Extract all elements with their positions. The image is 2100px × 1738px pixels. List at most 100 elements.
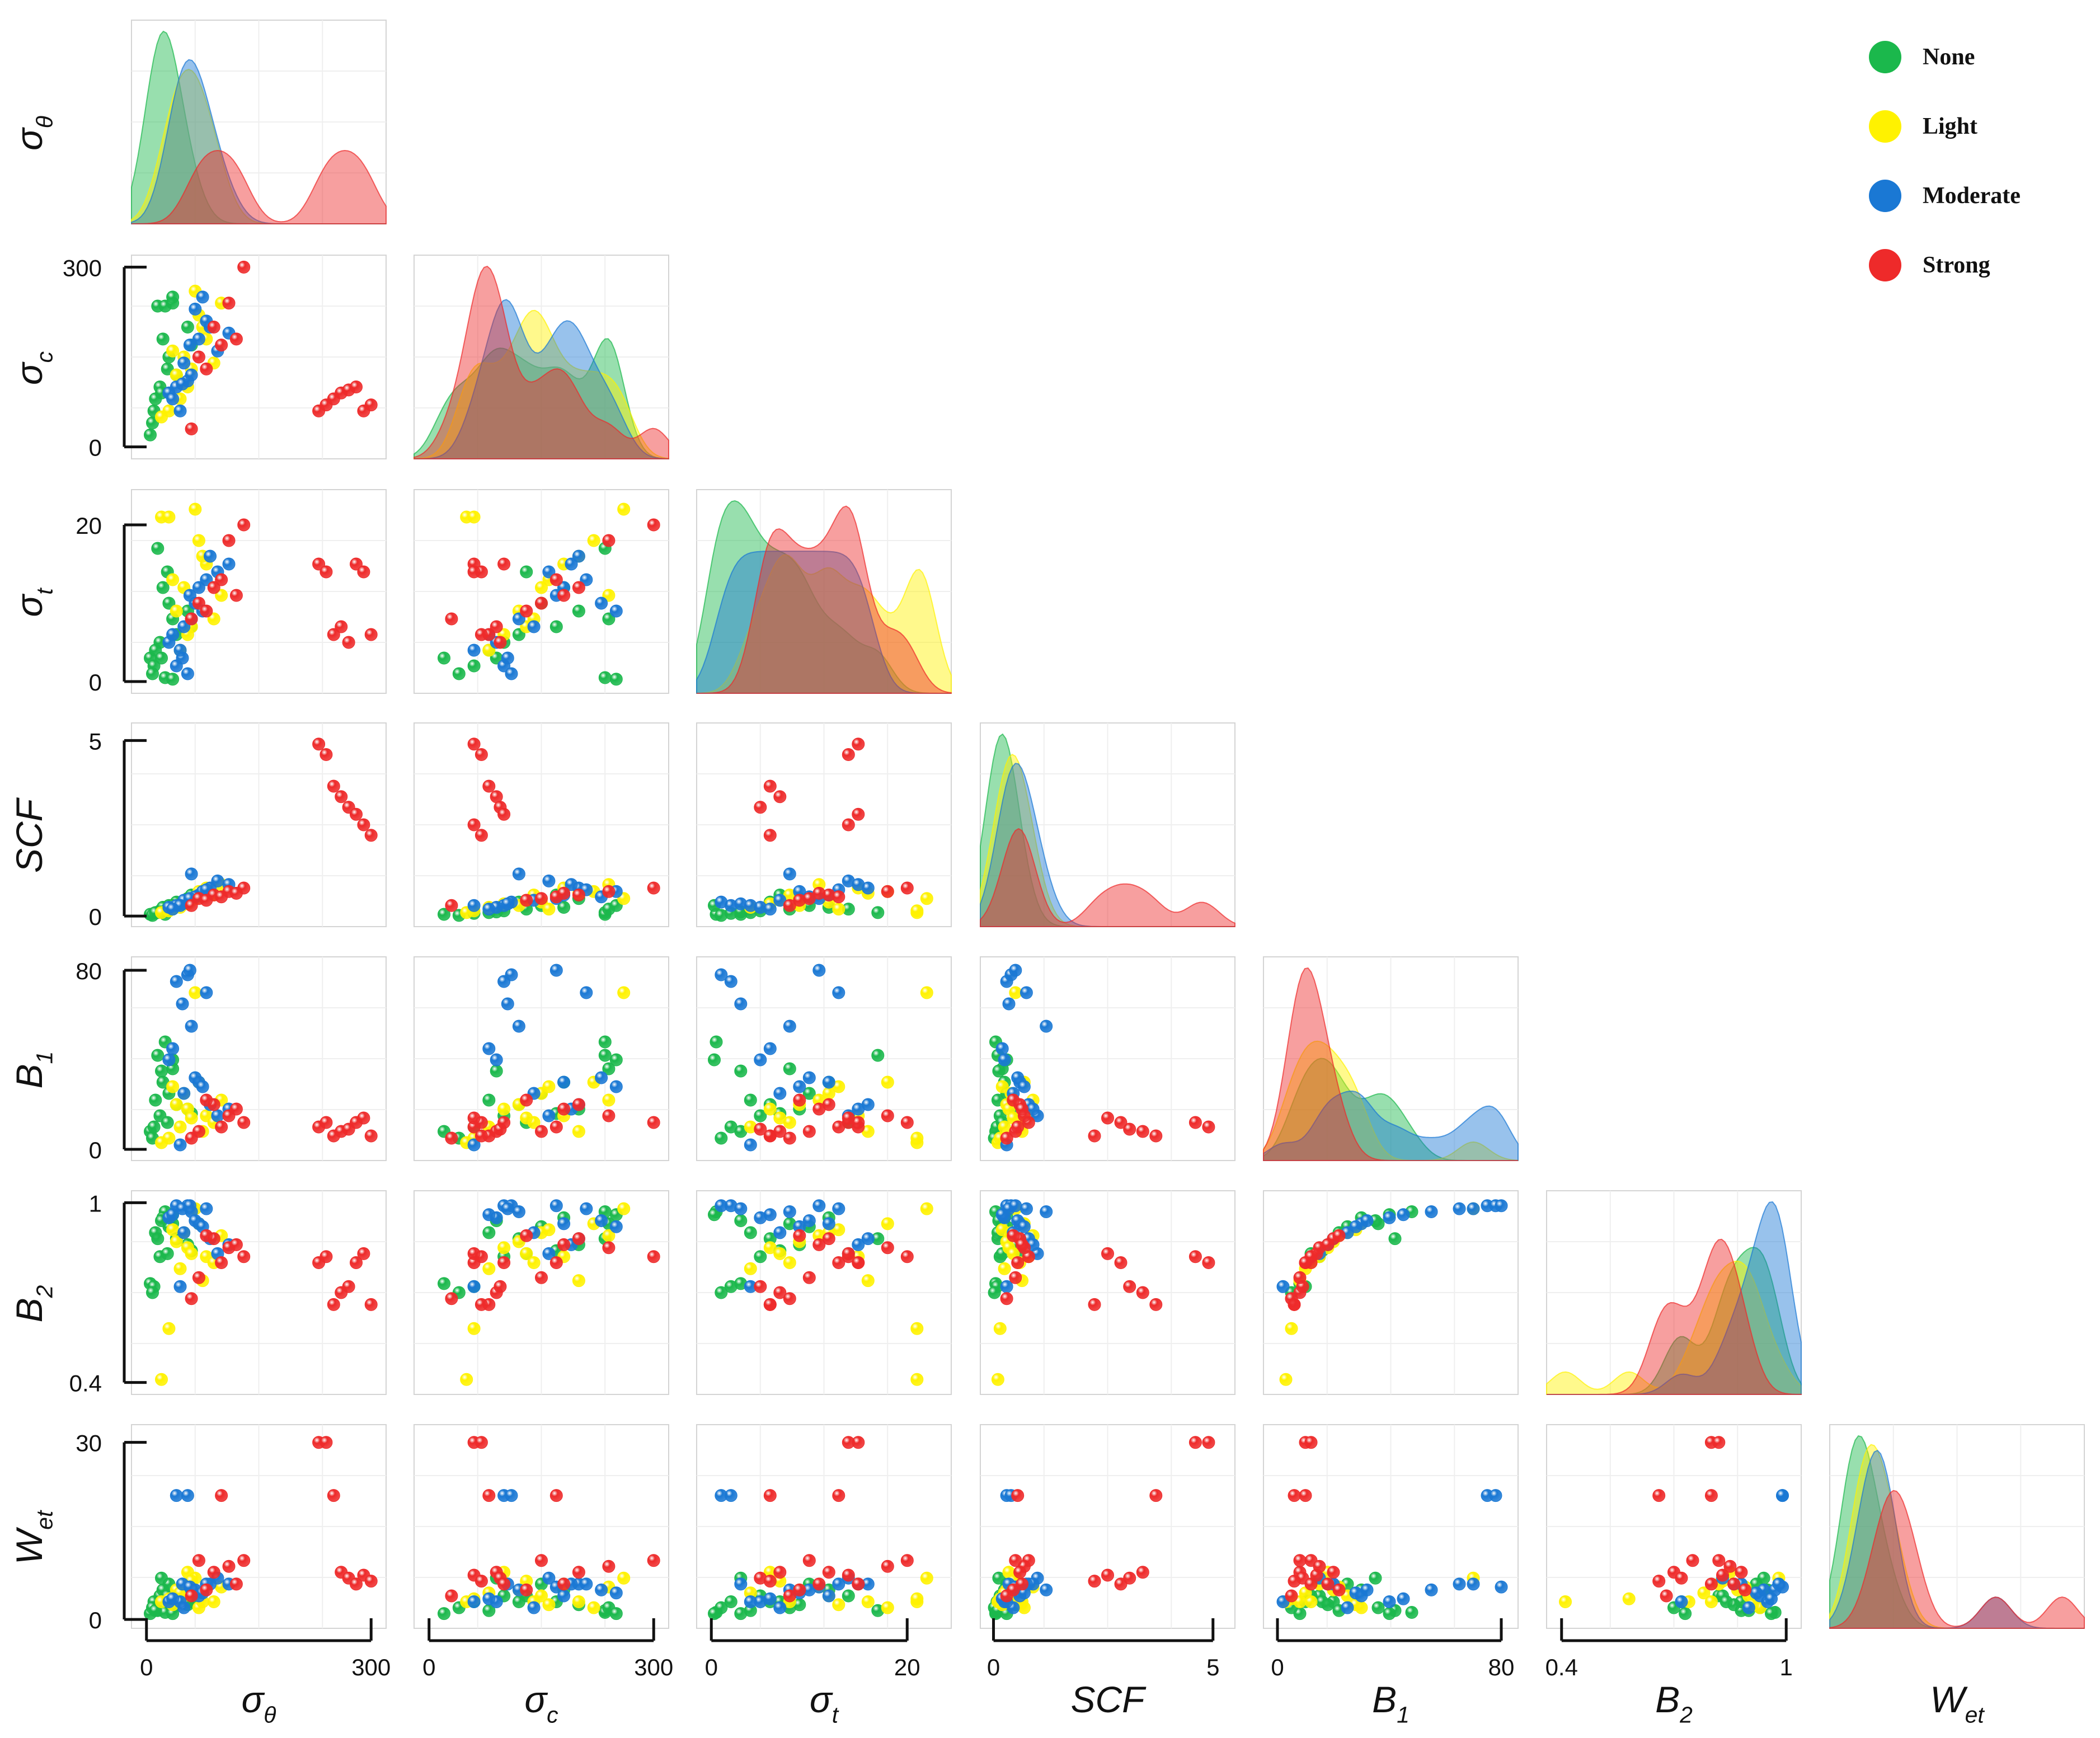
point-light-s_theta-Wet (207, 1595, 220, 1608)
point-strong-SCF-B2 (1007, 1229, 1020, 1242)
point-strong-SCF-Wet (1101, 1568, 1114, 1582)
point-light-s_t-B2 (910, 1322, 924, 1335)
point-moderate-SCF-B1 (1002, 997, 1016, 1011)
point-moderate-s_c-s_t (572, 549, 585, 563)
point-moderate-B1-Wet (1383, 1595, 1396, 1608)
point-none-SCF-B2 (988, 1286, 1001, 1299)
point-strong-s_c-s_t (497, 557, 511, 571)
point-moderate-s_theta-s_c (177, 356, 191, 370)
point-moderate-s_c-B1 (609, 1080, 623, 1093)
point-moderate-s_c-s_t (467, 643, 481, 657)
point-moderate-s_t-B1 (832, 986, 845, 999)
point-none-s_t-SCF (871, 906, 885, 919)
point-moderate-s_t-B1 (734, 997, 748, 1011)
point-light-s_t-Wet (861, 1595, 875, 1608)
point-strong-s_t-SCF (852, 738, 865, 751)
point-strong-s_c-s_t (602, 534, 616, 547)
y-tick-label-s_t: 20 (76, 513, 102, 539)
point-light-s_c-B2 (527, 1256, 541, 1269)
point-strong-s_theta-s_t (342, 636, 355, 649)
point-strong-s_theta-B1 (215, 1120, 228, 1134)
y-tick-label-s_c: 0 (89, 435, 102, 461)
point-strong-s_t-B2 (842, 1247, 855, 1260)
point-moderate-B1-B2 (1383, 1211, 1396, 1224)
point-strong-s_theta-B2 (237, 1250, 251, 1263)
point-strong-SCF-Wet (1011, 1489, 1025, 1502)
x-tick-label-s_theta: 0 (140, 1654, 153, 1680)
point-moderate-B2-Wet (1750, 1586, 1763, 1600)
point-moderate-s_t-Wet (744, 1595, 757, 1608)
point-moderate-s_theta-B2 (166, 1208, 180, 1222)
point-none-B2-Wet (1765, 1607, 1778, 1620)
point-moderate-s_theta-s_c (185, 368, 198, 382)
density-strong-s_theta (131, 149, 387, 224)
point-moderate-B1-Wet (1397, 1592, 1410, 1605)
point-strong-s_theta-SCF (185, 899, 198, 912)
point-moderate-s_theta-B1 (211, 1109, 224, 1122)
point-strong-B1-B2 (1332, 1229, 1346, 1242)
point-light-B2-Wet (1622, 1592, 1636, 1605)
point-light-s_c-s_t (587, 534, 600, 547)
point-light-s_t-B1 (763, 1102, 777, 1116)
point-strong-s_theta-SCF (215, 890, 228, 904)
point-light-s_t-B1 (920, 986, 933, 999)
point-light-SCF-B2 (991, 1373, 1004, 1386)
point-moderate-s_c-B1 (557, 1075, 571, 1089)
point-light-s_c-B2 (520, 1247, 533, 1260)
point-strong-s_theta-B2 (200, 1229, 213, 1242)
point-moderate-s_c-B1 (482, 1042, 496, 1055)
point-moderate-s_c-s_t (505, 667, 518, 680)
point-strong-B1-B2 (1299, 1256, 1312, 1269)
point-strong-s_c-B1 (467, 1111, 481, 1125)
point-moderate-s_t-Wet (715, 1489, 728, 1502)
point-none-s_c-s_t (598, 671, 612, 684)
point-none-s_theta-s_t (151, 542, 165, 555)
point-light-s_theta-s_t (192, 534, 205, 547)
point-moderate-s_t-Wet (763, 1592, 777, 1605)
point-moderate-s_theta-B2 (177, 1226, 191, 1239)
point-strong-s_theta-s_c (185, 422, 198, 435)
point-strong-s_c-SCF (602, 885, 616, 898)
point-light-s_theta-B2 (155, 1373, 168, 1386)
point-moderate-s_c-s_t (609, 604, 623, 618)
point-moderate-s_c-B1 (505, 968, 518, 981)
point-strong-s_t-B1 (754, 1122, 767, 1136)
point-moderate-s_c-s_t (512, 612, 525, 626)
point-strong-s_c-Wet (602, 1559, 616, 1573)
point-strong-s_t-Wet (842, 1436, 855, 1449)
y-tick-label-SCF: 5 (89, 728, 102, 754)
point-strong-s_t-B2 (822, 1232, 835, 1246)
y-axis-label-s_t: σt (8, 588, 57, 617)
density-moderate-s_t (696, 551, 951, 694)
point-strong-SCF-Wet (1136, 1566, 1149, 1579)
x-tick-label-s_t: 0 (705, 1654, 718, 1680)
point-light-s_theta-B1 (185, 1111, 198, 1125)
point-strong-s_theta-Wet (215, 1489, 228, 1502)
point-moderate-s_t-SCF (744, 899, 757, 912)
point-none-B1-Wet (1316, 1595, 1329, 1608)
point-light-s_t-SCF (832, 903, 845, 916)
point-light-s_c-B2 (497, 1241, 511, 1255)
point-light-s_t-B2 (783, 1256, 796, 1269)
point-moderate-B1-Wet (1453, 1577, 1466, 1591)
point-light-s_theta-B2 (162, 1322, 176, 1335)
point-none-s_t-SCF (715, 909, 728, 922)
point-strong-s_t-SCF (754, 801, 767, 814)
point-none-s_c-s_t (438, 651, 450, 665)
point-moderate-B1-B2 (1453, 1202, 1466, 1215)
point-light-s_c-B1 (602, 1093, 616, 1107)
point-light-s_theta-B1 (166, 1080, 180, 1093)
point-strong-SCF-B1 (1149, 1129, 1163, 1143)
point-strong-s_c-Wet (549, 1489, 563, 1502)
point-strong-s_t-B1 (842, 1111, 855, 1125)
point-strong-B1-Wet (1293, 1554, 1307, 1567)
point-moderate-s_t-Wet (734, 1577, 748, 1591)
point-strong-s_theta-s_t (335, 620, 348, 633)
point-strong-s_c-B2 (467, 1247, 481, 1260)
point-none-s_t-B1 (710, 1035, 723, 1049)
point-light-s_c-s_t (617, 502, 631, 516)
point-strong-s_c-Wet (520, 1583, 533, 1596)
point-light-s_c-Wet (572, 1595, 585, 1608)
point-none-s_t-Wet (842, 1589, 855, 1603)
point-moderate-SCF-B2 (1020, 1202, 1033, 1215)
